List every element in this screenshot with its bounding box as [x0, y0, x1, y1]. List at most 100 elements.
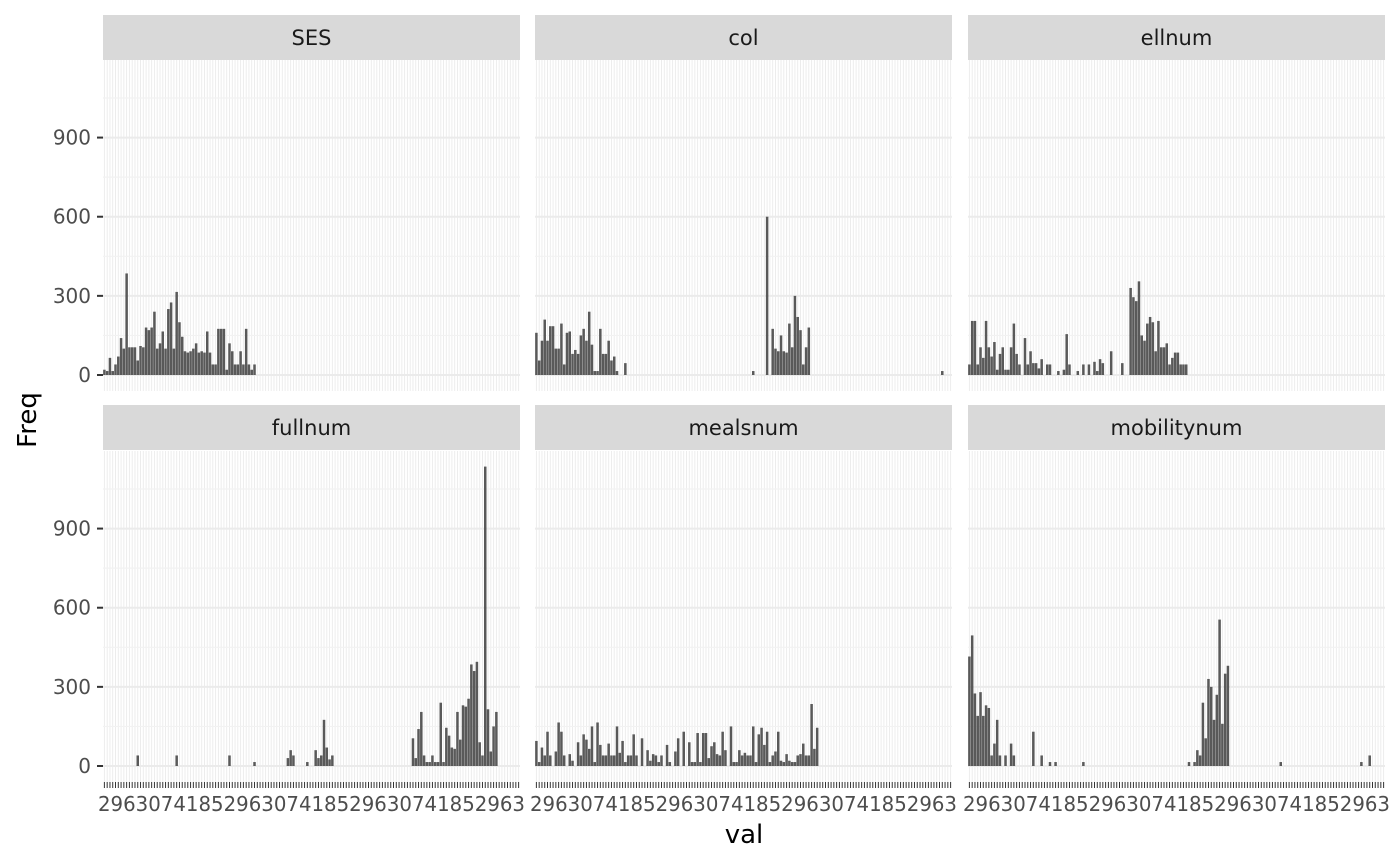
bar: [604, 755, 608, 766]
bar: [746, 755, 749, 766]
bar: [208, 352, 212, 375]
bar: [1109, 351, 1113, 375]
bar: [765, 216, 769, 375]
bar: [125, 273, 128, 375]
bar: [1132, 297, 1135, 375]
bar: [1054, 762, 1057, 766]
facet-strip-label: col: [728, 26, 758, 50]
bar: [788, 323, 791, 375]
bar: [253, 762, 256, 766]
facet-strip-label: ellnum: [1141, 26, 1213, 50]
bar: [136, 755, 139, 766]
bar: [1162, 347, 1166, 375]
bar: [1076, 371, 1080, 375]
bar: [1032, 731, 1035, 766]
bar: [941, 371, 944, 375]
bar: [549, 755, 552, 766]
bar: [599, 328, 602, 375]
bar: [738, 750, 741, 766]
bar: [804, 755, 808, 766]
bar: [203, 352, 206, 375]
bar: [1040, 755, 1043, 766]
bar: [802, 364, 805, 375]
bar: [453, 748, 456, 766]
bar: [754, 762, 758, 766]
bar: [486, 709, 490, 766]
bar: [458, 739, 462, 766]
bar: [562, 364, 566, 375]
bar: [601, 353, 605, 375]
bar: [540, 340, 544, 375]
facet-strip: [103, 15, 520, 60]
facet-strip: [535, 405, 952, 450]
bar: [1140, 335, 1143, 375]
bar: [150, 327, 153, 375]
bar: [136, 360, 139, 375]
bar: [804, 347, 808, 375]
bar: [782, 762, 786, 766]
bar: [765, 731, 769, 766]
bar: [665, 744, 669, 766]
bar: [732, 762, 736, 766]
bar: [250, 369, 253, 375]
bar: [472, 671, 476, 766]
bar: [626, 755, 630, 766]
bar: [1032, 363, 1035, 375]
bar: [420, 711, 423, 766]
bar: [1196, 750, 1199, 766]
bar: [546, 340, 549, 375]
facet-panel-mobilitynum: mobilitynum 29630741852963074185296307418…: [963, 405, 1390, 816]
bar: [328, 759, 331, 766]
bar: [788, 760, 791, 766]
bar: [1221, 723, 1224, 766]
bar: [1215, 694, 1219, 766]
bar: [640, 738, 644, 766]
bar: [1101, 363, 1105, 375]
bar: [998, 353, 1002, 375]
bar: [1157, 320, 1160, 375]
bar: [425, 762, 429, 766]
y-tick-label: 300: [53, 284, 91, 308]
bar: [1201, 702, 1205, 766]
bar: [289, 750, 292, 766]
bar: [568, 754, 571, 766]
bar: [990, 755, 993, 766]
bar: [657, 762, 660, 766]
bar: [771, 755, 774, 766]
bar: [233, 364, 237, 375]
bar: [1207, 678, 1210, 766]
x-tick-labels-overprinted: 2963074185296307418529630741852963: [98, 792, 525, 816]
bar: [579, 755, 583, 766]
bar: [108, 357, 112, 375]
bar: [1012, 323, 1016, 375]
bar: [464, 706, 468, 766]
bar: [1279, 762, 1282, 766]
bar: [186, 352, 190, 375]
y-tick-label: 900: [53, 517, 91, 541]
bar: [1171, 357, 1174, 375]
bar: [331, 755, 334, 766]
panels-layer: SES 0 300 600 900 col ellnum fullnum 0 300 600 900 2…: [53, 15, 1390, 816]
bar: [621, 740, 624, 766]
bar: [582, 734, 585, 766]
bar: [219, 328, 223, 375]
bar: [782, 351, 786, 375]
bar: [615, 371, 619, 375]
bar: [292, 755, 295, 766]
bar: [810, 704, 813, 766]
bar: [596, 371, 599, 375]
bar: [813, 748, 816, 766]
bar: [554, 751, 558, 766]
bar: [607, 743, 610, 766]
bar: [1009, 347, 1013, 375]
bar: [428, 762, 431, 766]
bar: [585, 340, 588, 375]
bar: [314, 750, 317, 766]
bar: [779, 335, 783, 375]
bar: [167, 309, 170, 375]
bar: [1004, 755, 1007, 766]
bar: [632, 734, 635, 766]
bar: [467, 698, 470, 766]
bar: [206, 331, 209, 375]
bar: [239, 351, 242, 375]
